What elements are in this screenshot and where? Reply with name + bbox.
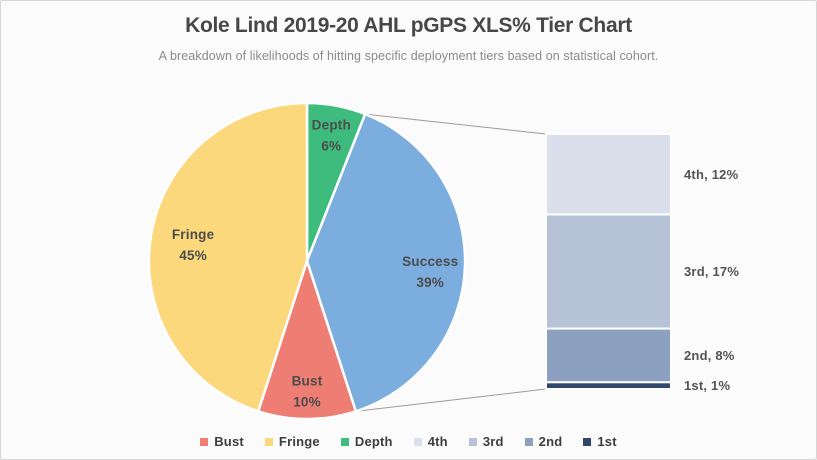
legend-item-3rd: 3rd xyxy=(468,434,504,449)
legend-swatch-3rd xyxy=(468,437,477,446)
legend-label: 3rd xyxy=(482,434,504,449)
legend-label: Fringe xyxy=(278,434,320,449)
bar-segment-2nd xyxy=(545,327,672,384)
legend-item-bust: Bust xyxy=(200,434,244,449)
legend-swatch-bust xyxy=(200,437,209,446)
pie-label-depth: Depth 6% xyxy=(312,118,351,154)
pie-label-success: Success 39% xyxy=(402,254,458,290)
chart-title: Kole Lind 2019-20 AHL pGPS XLS% Tier Cha… xyxy=(185,14,632,37)
pie-label-fringe: Fringe 45% xyxy=(172,227,215,263)
bar-label-1st: 1st, 1% xyxy=(684,378,730,393)
legend-swatch-fringe xyxy=(264,437,273,446)
legend-label: 2nd xyxy=(538,434,563,449)
connector-line-bottom xyxy=(355,388,547,412)
legend-label: 4th xyxy=(427,434,448,449)
legend-swatch-depth xyxy=(340,437,349,446)
legend-item-1st: 1st xyxy=(583,434,617,449)
legend-swatch-1st xyxy=(583,437,592,446)
chart-legend: Bust Fringe Depth 4th 3rd 2nd 1st xyxy=(1,434,816,449)
legend-item-depth: Depth xyxy=(340,434,393,449)
pie-slice-bust xyxy=(256,259,358,421)
legend-label: Bust xyxy=(214,434,244,449)
legend-item-4th: 4th xyxy=(413,434,448,449)
legend-item-2nd: 2nd xyxy=(524,434,563,449)
legend-swatch-4th xyxy=(413,437,422,446)
connector-line-top xyxy=(365,113,547,135)
pie-slice-success xyxy=(305,112,467,413)
bar-label-3rd: 3rd, 17% xyxy=(684,264,739,279)
bar-segment-4th xyxy=(545,133,672,216)
bar-segment-1st xyxy=(545,381,672,390)
pie-label-bust: Bust 10% xyxy=(292,373,323,409)
legend-label: 1st xyxy=(597,434,617,449)
legend-item-fringe: Fringe xyxy=(264,434,320,449)
legend-swatch-2nd xyxy=(524,437,533,446)
legend-label: Depth xyxy=(354,434,393,449)
pie-slice-fringe xyxy=(147,101,309,413)
chart-subtitle: A breakdown of likelihoods of hitting sp… xyxy=(158,49,659,63)
bar-label-4th: 4th, 12% xyxy=(684,167,739,182)
bar-segment-3rd xyxy=(545,213,672,330)
bar-label-2nd: 2nd, 8% xyxy=(684,348,735,363)
